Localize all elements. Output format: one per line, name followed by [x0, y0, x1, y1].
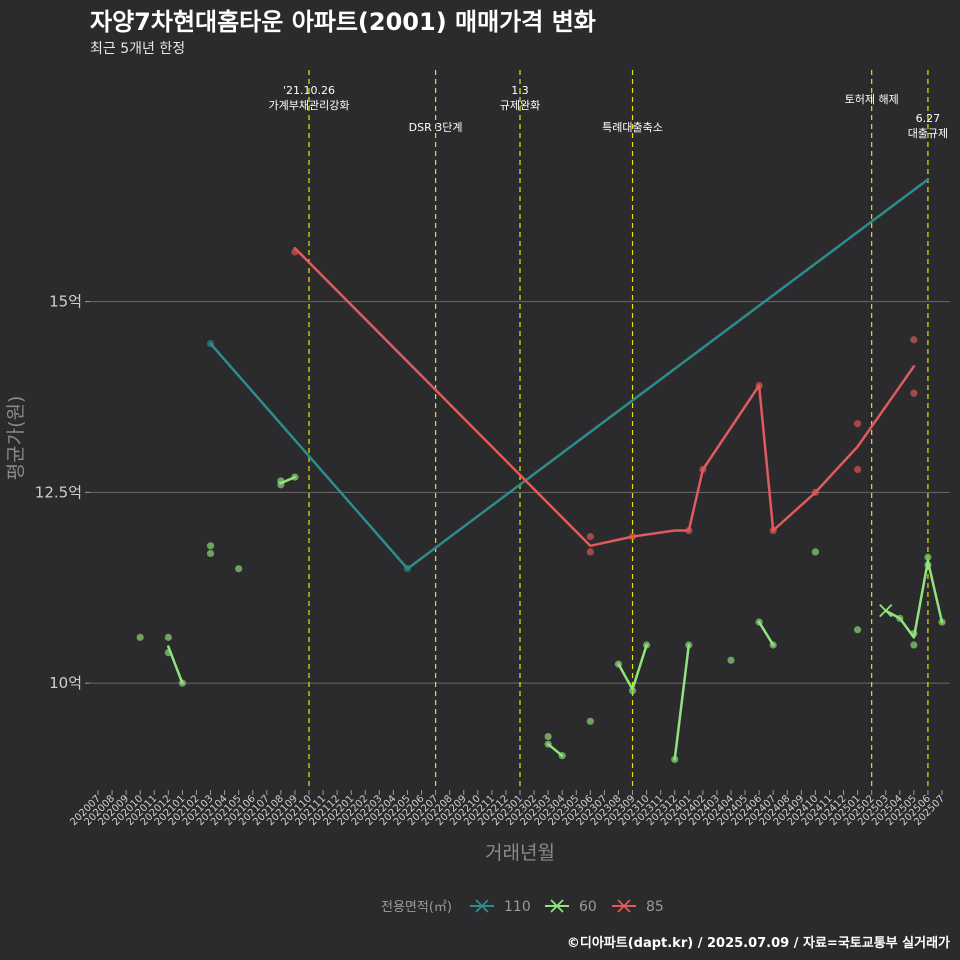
series-60-point [277, 481, 285, 489]
series-60-point [206, 549, 215, 558]
series-60-cross-marker-stroke [879, 604, 893, 618]
legend-label-60: 60 [579, 899, 597, 915]
series-85-point [910, 389, 918, 397]
series-60-point [671, 755, 679, 764]
legend-cross-85-stroke [617, 899, 631, 913]
legend-label-110: 110 [504, 899, 531, 915]
y-axis-ticks: 10억 12.5억 15억 [35, 293, 90, 692]
y-tick-label: 12.5억 [35, 483, 82, 501]
legend-cross-110 [475, 899, 489, 913]
series-60-point [164, 649, 172, 657]
series-60-point [235, 565, 243, 573]
series-60-point [910, 629, 918, 638]
series-60-point [164, 633, 172, 641]
series-60-point [206, 542, 215, 550]
series-85-point [854, 420, 862, 428]
y-axis-label: 평균가(원) [5, 396, 27, 481]
series-85-point [586, 533, 594, 541]
series-110-point [206, 339, 215, 348]
event-label: '21.10.26 [283, 84, 335, 97]
series-60-point [896, 614, 904, 622]
series-60-cross-marker [879, 604, 893, 618]
x-axis-ticks: 2020072020082020092020102020112020122021… [68, 790, 947, 828]
series-60-point [291, 473, 299, 481]
series-60-line-segment [673, 643, 691, 761]
series-85-point [854, 465, 862, 474]
series-60-point [755, 618, 763, 626]
series-85-point [769, 526, 777, 535]
series-60-point [544, 732, 552, 741]
event-label: 대출규제 [908, 127, 948, 140]
legend-cross-60-stroke [550, 899, 564, 913]
series-60-point [628, 687, 637, 695]
series-60-point [811, 548, 820, 556]
series-60-line-segment [884, 559, 944, 639]
series-85-point [586, 548, 594, 556]
series-60-point [924, 553, 932, 561]
series-85-point [628, 533, 637, 541]
y-tick-label: 15억 [49, 293, 82, 311]
series-60-line-segment [757, 620, 775, 647]
series-60-point [544, 740, 552, 748]
series-85-line [293, 246, 916, 548]
event-label: 토허제 해제 [845, 92, 899, 106]
event-label: 가계부채관리강화 [269, 99, 350, 112]
series-60-point [586, 717, 594, 725]
event-label: 6.27 [916, 112, 941, 125]
series-85-point [699, 465, 707, 474]
series-60-point [924, 561, 932, 569]
y-tick-label: 10억 [49, 674, 82, 692]
legend-label-85: 85 [646, 899, 664, 915]
event-label: DSR 3단계 [409, 121, 463, 134]
series-60-point [178, 679, 186, 687]
event-label: 1.3 [511, 84, 529, 97]
series-60-point [854, 626, 862, 634]
legend: 전용면적(㎡) 110 60 85 [381, 899, 664, 915]
series-60-point [938, 618, 946, 626]
event-label: 특례대출축소 [602, 121, 663, 134]
event-label: 규제완화 [500, 99, 540, 112]
series-85-point [685, 526, 693, 535]
series-60-point [136, 633, 144, 641]
series-60-point [685, 641, 693, 649]
series-85-point [291, 248, 299, 256]
series-60-point [769, 641, 777, 649]
series-85-point [811, 488, 820, 496]
chart-title: 자양7차현대홈타운 아파트(2001) 매매가격 변화 [90, 8, 596, 36]
source-caption: ©디아파트(dapt.kr) / 2025.07.09 / 자료=국토교통부 실… [567, 935, 950, 951]
series-110-point [403, 565, 412, 573]
legend-title: 전용면적(㎡) [381, 900, 452, 915]
legend-cross-60 [550, 899, 564, 913]
legend-cross-85 [617, 899, 631, 913]
chart-subtitle: 최근 5개년 한정 [90, 41, 185, 57]
series-110-line [209, 178, 930, 570]
series-85-point [755, 381, 763, 390]
series-60-point [910, 641, 918, 649]
legend-cross-110-stroke [475, 899, 489, 913]
series-60-point [614, 660, 623, 668]
series-60-point [643, 641, 651, 649]
data-series [136, 178, 946, 764]
series-85-point [910, 336, 918, 344]
legend-items: 110 60 85 [470, 899, 664, 915]
series-60-point [558, 752, 566, 760]
x-axis-label: 거래년월 [485, 842, 555, 864]
series-60-point [727, 656, 735, 664]
